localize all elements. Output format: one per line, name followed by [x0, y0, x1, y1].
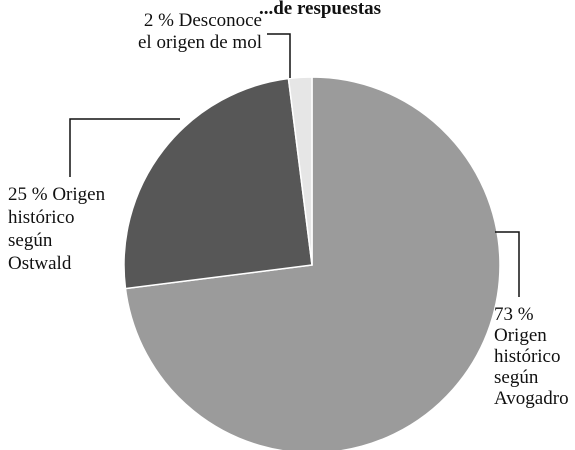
slice-label-line: Avogadro	[494, 388, 569, 409]
slice-label-line: 25 % Origen	[8, 184, 106, 205]
slice-label-line: histórico	[8, 207, 75, 228]
slice-label-line: según	[8, 230, 53, 251]
slice-label-3: 2 % Desconoce el origen de mol	[138, 10, 262, 53]
slice-label-line: 2 % Desconoce	[144, 10, 262, 31]
slice-label-line: 73 %	[494, 304, 534, 325]
slice-label-line: el origen de mol	[138, 32, 262, 53]
chart-title: ...de respuestas	[259, 0, 381, 19]
leader-line-3	[267, 33, 291, 78]
leader-line-2	[69, 118, 180, 177]
slice-label-line: según	[494, 367, 539, 388]
pie-slices	[123, 76, 501, 450]
leader-line-1	[495, 231, 520, 297]
slice-label-line: Ostwald	[8, 253, 72, 274]
slice-label-1: 73 % Origen histórico según Avogadro	[494, 304, 569, 409]
slice-label-line: Origen	[494, 325, 547, 346]
slice-label-2: 25 % Origen histórico según Ostwald	[8, 184, 106, 274]
pie-slice-3	[287, 76, 313, 266]
pie-slice-2	[123, 77, 313, 290]
leader-lines	[69, 33, 520, 297]
slice-label-line: histórico	[494, 346, 561, 367]
